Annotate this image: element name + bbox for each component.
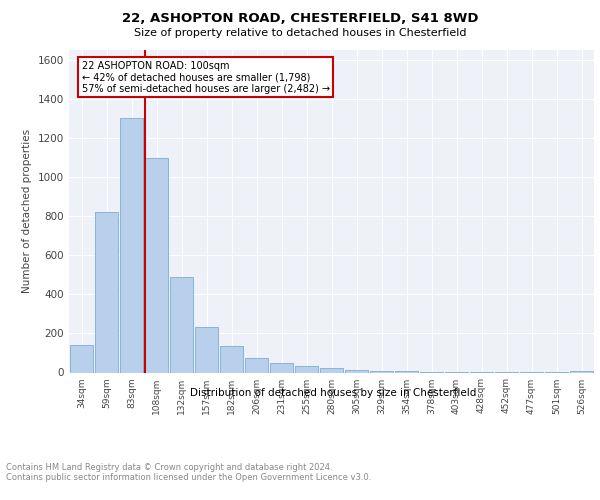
Bar <box>170 276 193 372</box>
Bar <box>95 212 118 372</box>
Bar <box>145 158 168 372</box>
Bar <box>220 346 243 372</box>
Text: Distribution of detached houses by size in Chesterfield: Distribution of detached houses by size … <box>190 388 476 398</box>
Bar <box>320 368 343 372</box>
Text: Size of property relative to detached houses in Chesterfield: Size of property relative to detached ho… <box>134 28 466 38</box>
Text: 22 ASHOPTON ROAD: 100sqm
← 42% of detached houses are smaller (1,798)
57% of sem: 22 ASHOPTON ROAD: 100sqm ← 42% of detach… <box>82 60 329 94</box>
Bar <box>120 118 143 372</box>
Bar <box>195 326 218 372</box>
Bar <box>295 366 318 372</box>
Bar <box>395 371 418 372</box>
Text: 22, ASHOPTON ROAD, CHESTERFIELD, S41 8WD: 22, ASHOPTON ROAD, CHESTERFIELD, S41 8WD <box>122 12 478 26</box>
Y-axis label: Number of detached properties: Number of detached properties <box>22 129 32 294</box>
Bar <box>370 370 393 372</box>
Bar <box>345 370 368 372</box>
Bar <box>270 364 293 372</box>
Bar <box>245 358 268 372</box>
Bar <box>570 370 593 372</box>
Bar <box>70 345 93 372</box>
Text: Contains HM Land Registry data © Crown copyright and database right 2024.
Contai: Contains HM Land Registry data © Crown c… <box>6 462 371 482</box>
